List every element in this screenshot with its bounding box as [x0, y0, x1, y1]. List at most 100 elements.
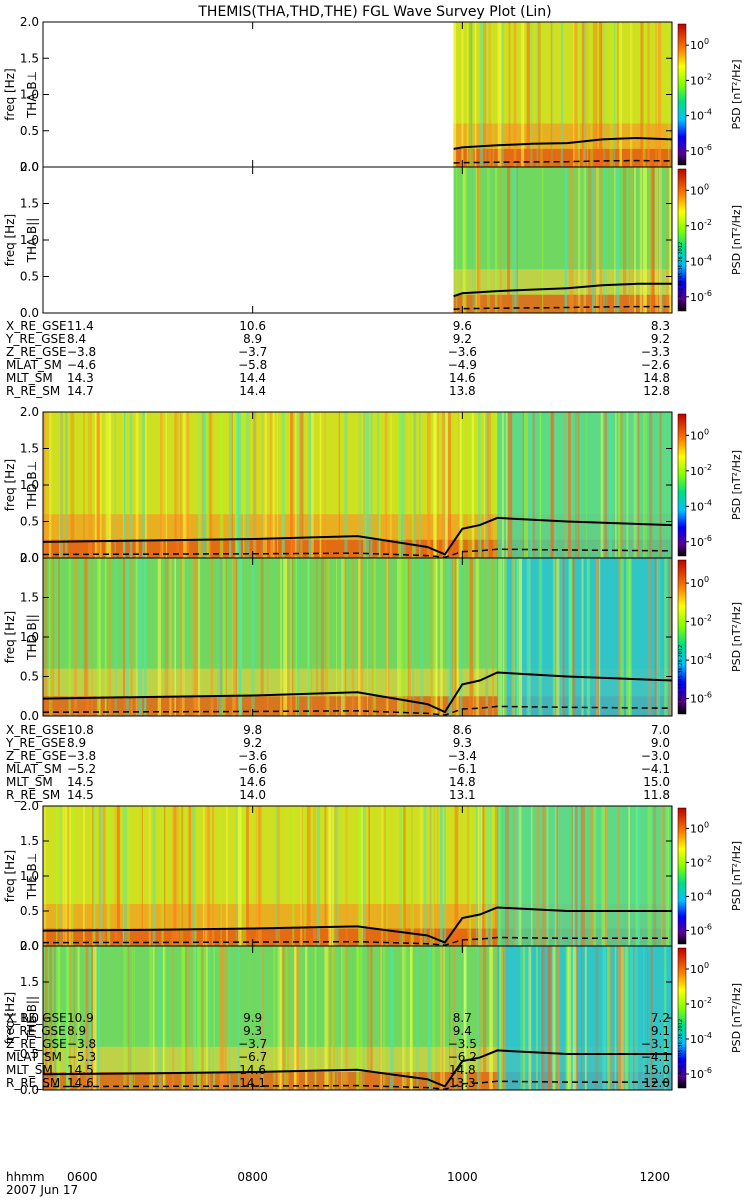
ephemeris-value: −3.0: [641, 749, 670, 763]
colorbar-tick-label: 100: [690, 575, 709, 590]
ephemeris-value: 8.7: [453, 1011, 472, 1025]
time-tick-label: 0800: [237, 1170, 268, 1184]
ephemeris-value: 14.7: [67, 384, 94, 398]
timestamp-stamp: Thu Aug 30 05:36:26 2012: [678, 1019, 684, 1087]
ephemeris-value: −4.1: [641, 762, 670, 776]
y-tick-label: 1.0: [20, 88, 39, 102]
fci-line: [42, 548, 673, 558]
ephemeris-value: 11.4: [67, 319, 94, 333]
ephemeris-value: 9.6: [453, 319, 472, 333]
colorbar: 100 10-2 10-4 10-6 PSD [nT²/Hz] Thu Aug 30 05…: [677, 947, 743, 1089]
ephemeris-value: 15.0: [643, 775, 670, 789]
colorbar: 100 10-2 10-4 10-6 PSD [nT²/Hz] Thu Aug 30 05…: [677, 168, 743, 312]
fci-line: [42, 705, 673, 716]
spectrogram-image: [43, 412, 672, 558]
fci-line: [42, 1080, 672, 1090]
y-tick-label: 1.0: [20, 869, 39, 883]
y-tick-label: 1.0: [20, 1011, 39, 1025]
spectrogram-image: [453, 22, 672, 167]
ephemeris-value: 14.6: [239, 1063, 266, 1077]
colorbar-tick-label: 10-6: [690, 534, 712, 549]
colorbar: 100 10-2 10-4 10-6 PSD [nT²/Hz] Thu Aug 30 05…: [677, 559, 743, 715]
ephemeris-value: −6.1: [448, 762, 477, 776]
colorbar-tick-label: 10-6: [690, 691, 712, 706]
ephemeris-value: 9.2: [243, 736, 262, 750]
ephemeris-row-label: Y_RE_GSE: [5, 1024, 66, 1038]
ephemeris-value: 14.6: [449, 371, 476, 385]
ephemeris-value: 7.2: [651, 1011, 670, 1025]
ephemeris-row-label: R_RE_SM: [6, 384, 60, 398]
ephemeris-value: −6.2: [448, 1050, 477, 1064]
spectrogram-image: [43, 946, 672, 1090]
ephemeris-row-label: Y_RE_GSE: [5, 332, 66, 346]
ephemeris-value: 8.9: [243, 332, 262, 346]
colorbar-tick-label: 100: [690, 37, 709, 52]
ephemeris-value: 7.0: [651, 723, 670, 737]
ephemeris-value: 14.5: [67, 788, 94, 802]
ephemeris-row-label: X_RE_GSE: [6, 723, 67, 737]
panels: 2.0 1.5 1.0 0.5 0.0 THA B⊥ freq [Hz] 100 10-2 10-…: [3, 15, 743, 1097]
ephemeris-value: 10.6: [239, 319, 266, 333]
y-tick-label: 0.0: [20, 306, 39, 320]
ephemeris-row-label: X_RE_GSE: [6, 319, 67, 333]
y-tick-label: 0.5: [20, 1047, 39, 1061]
ephemeris-value: 14.8: [449, 1063, 476, 1077]
ephemeris-value: 10.9: [67, 1011, 94, 1025]
y-tick-label: 0.5: [20, 904, 39, 918]
ephemeris-value: 14.6: [67, 1076, 94, 1090]
panel-ylabel: freq [Hz]: [3, 68, 17, 120]
ephemeris-value: −3.6: [448, 345, 477, 359]
spectrogram-image: [43, 558, 672, 716]
ephemeris-row-label: MLT_SM: [6, 775, 53, 789]
colorbar-tick-label: 10-2: [690, 854, 712, 869]
ephemeris-value: −4.9: [448, 358, 477, 372]
colorbar-strip: [677, 413, 687, 557]
panel-component-label: THA B||: [25, 218, 39, 264]
ephemeris-value: 13.8: [449, 384, 476, 398]
ephemeris-value: 14.4: [239, 371, 266, 385]
ephemeris-row-label: Z_RE_GSE: [6, 345, 67, 359]
spectrogram-panel-thd-perp: 2.0 1.5 1.0 0.5 0.0 THD B⊥ freq [Hz] 100 10-2 10-…: [3, 405, 743, 565]
ephemeris-value: −5.3: [67, 1050, 96, 1064]
ephemeris-value: −6.6: [238, 762, 267, 776]
y-tick-label: 2.0: [20, 551, 39, 565]
colorbar-tick-label: 100: [690, 961, 709, 976]
ephemeris-thd: X_RE_GSE 10.8 9.8 8.6 7.0 Y_RE_GSE 8.9 9.2 9.3 9.…: [5, 723, 670, 802]
fce-line: [42, 906, 672, 944]
ephemeris-value: −3.8: [67, 345, 96, 359]
panel-component-label: THA B⊥: [25, 71, 39, 119]
colorbar: 100 10-2 10-4 10-6 PSD [nT²/Hz]: [677, 807, 743, 945]
ephemeris-value: −6.7: [238, 1050, 267, 1064]
panel-component-label: THE B⊥: [25, 853, 39, 900]
y-tick-label: 0.0: [20, 939, 39, 953]
ephemeris-value: 8.3: [651, 319, 670, 333]
ephemeris-row-label: MLT_SM: [6, 1063, 53, 1077]
ephemeris-value: −2.6: [641, 358, 670, 372]
fci-line: [453, 305, 672, 311]
y-tick-label: 0.0: [20, 551, 39, 565]
y-tick-label: 0.5: [20, 124, 39, 138]
colorbar-label: PSD [nT²/Hz]: [730, 983, 743, 1053]
ephemeris-row-label: R_RE_SM: [6, 1076, 60, 1090]
ephemeris-value: −3.8: [67, 749, 96, 763]
ephemeris-value: −3.3: [641, 345, 670, 359]
time-axis-label: hhmm: [6, 1170, 45, 1184]
time-tick-label: 0600: [67, 1170, 98, 1184]
ephemeris-value: 9.4: [453, 1024, 472, 1038]
ephemeris-value: 9.2: [453, 332, 472, 346]
colorbar-label: PSD [nT²/Hz]: [730, 59, 743, 129]
colorbar-tick-label: 10-2: [690, 463, 712, 478]
ephemeris-row-label: Z_RE_GSE: [6, 749, 67, 763]
colorbar-tick-label: 10-6: [690, 1066, 712, 1081]
fce-line: [42, 516, 673, 556]
ephemeris-value: 9.8: [243, 723, 262, 737]
ephemeris-value: −3.6: [238, 749, 267, 763]
ephemeris-value: 12.0: [643, 1076, 670, 1090]
time-tick-label: 1000: [447, 1170, 478, 1184]
y-tick-label: 0.0: [20, 709, 39, 723]
ephemeris-value: 11.8: [643, 788, 670, 802]
ephemeris-value: 8.4: [67, 332, 86, 346]
colorbar-tick-label: 10-4: [690, 108, 712, 123]
